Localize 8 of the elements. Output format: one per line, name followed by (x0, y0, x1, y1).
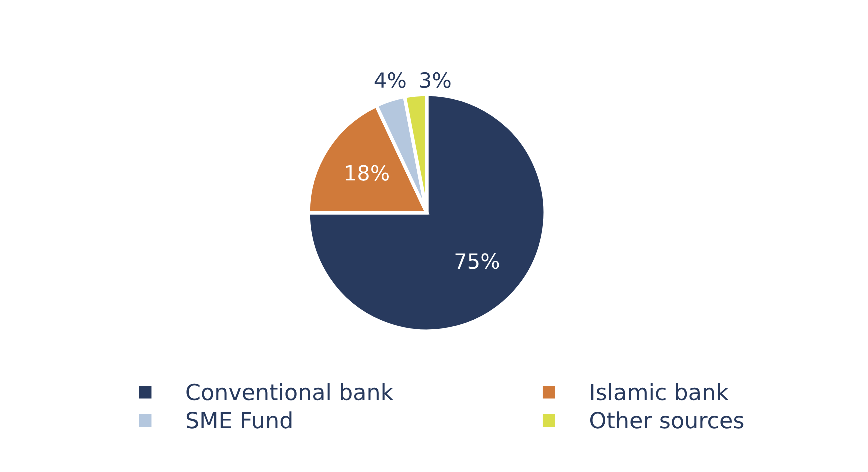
data-label: 3% (420, 72, 451, 88)
legend-label: Other sources (590, 412, 744, 429)
data-label: 18% (346, 165, 390, 181)
legend-label: Islamic bank (591, 383, 729, 401)
data-label: 4% (374, 72, 406, 88)
data-label: 75% (456, 254, 500, 270)
legend-label: SME Fund (186, 412, 292, 429)
legend-label: Conventional bank (186, 383, 394, 401)
